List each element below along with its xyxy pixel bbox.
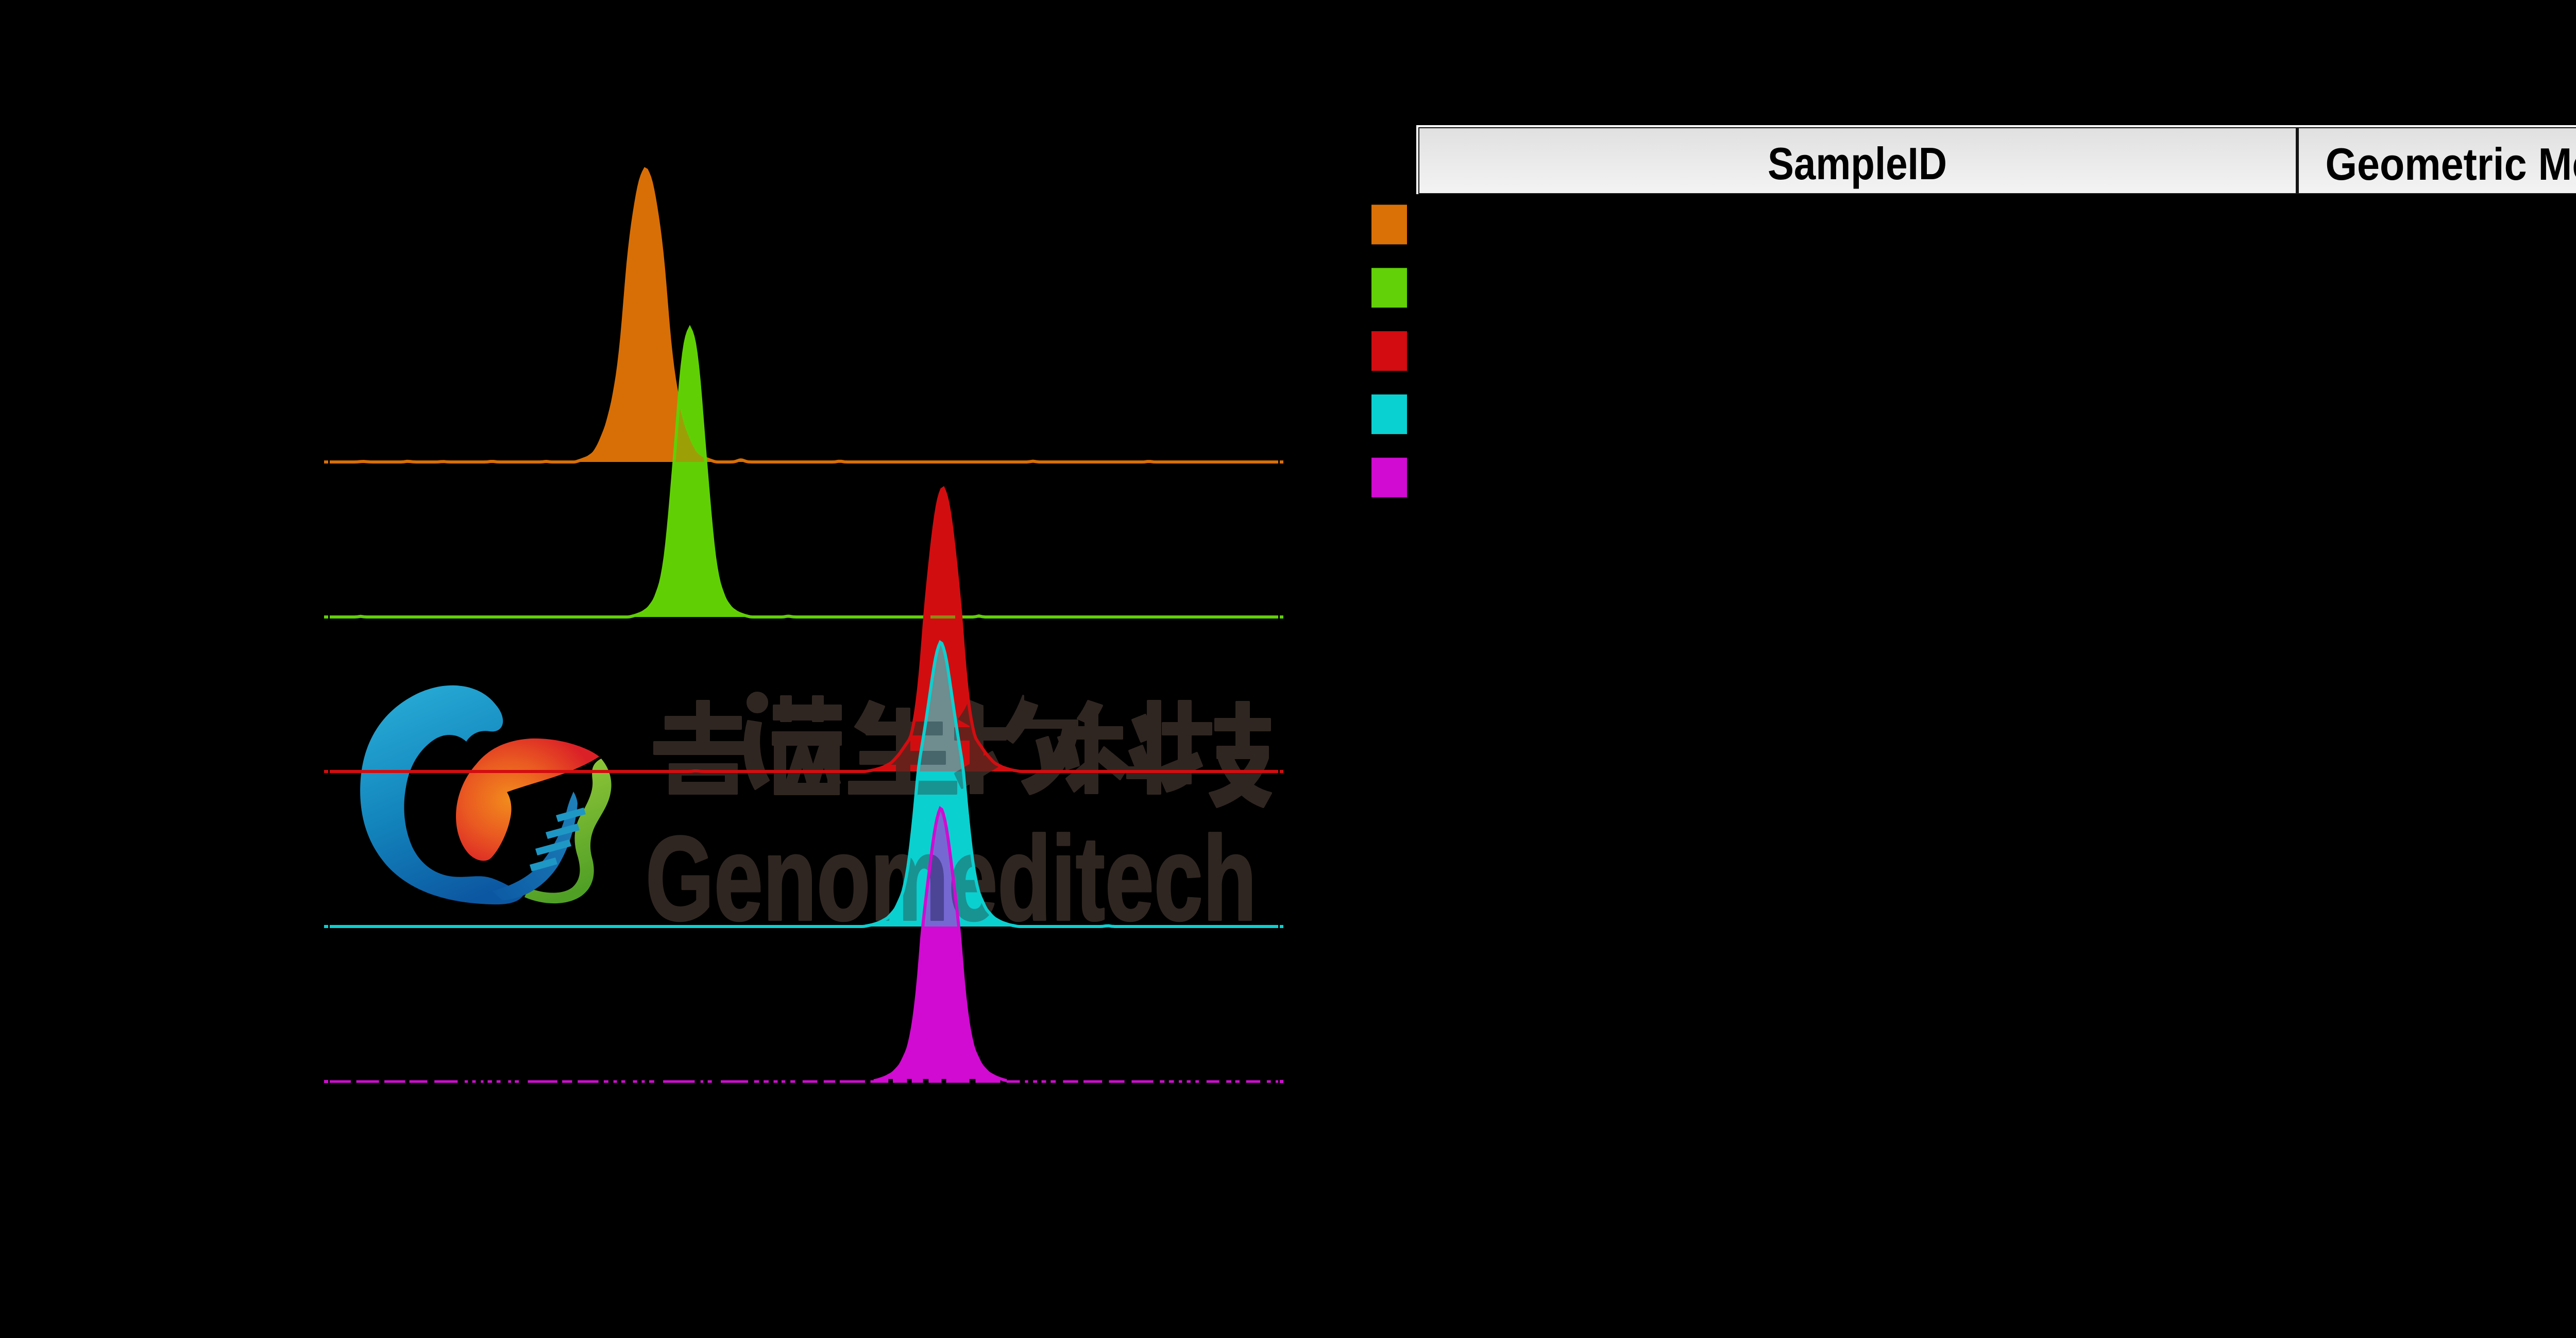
- svg-text:SampleID: SampleID: [1768, 138, 1947, 189]
- svg-text:Geometric Mean : FL11-H: Geometric Mean : FL11-H: [2326, 139, 2576, 190]
